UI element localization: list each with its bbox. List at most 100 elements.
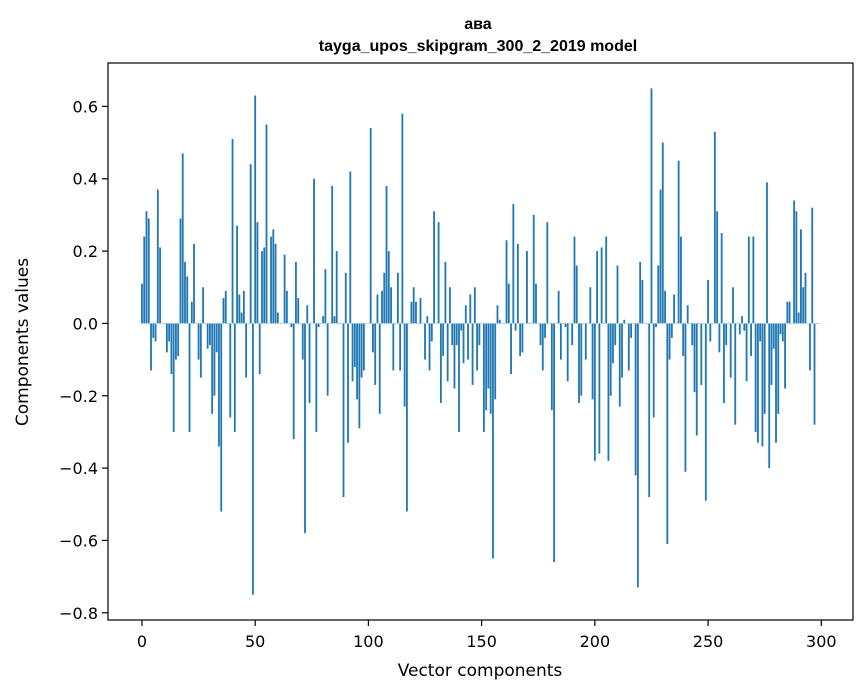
x-tick-label: 0: [137, 632, 147, 651]
bar-166: [516, 243, 519, 324]
bar-53: [261, 251, 263, 324]
bar-277: [768, 323, 771, 469]
bar-135: [446, 323, 449, 382]
bar-31: [211, 323, 214, 414]
bar-208: [612, 323, 614, 364]
x-tick-label: 150: [466, 632, 497, 651]
bar-281: [777, 323, 780, 414]
bar-237: [677, 160, 680, 324]
bar-91: [347, 323, 349, 443]
bar-156: [494, 323, 497, 400]
bar-49: [252, 323, 254, 595]
bar-232: [666, 323, 669, 545]
bar-162: [507, 283, 510, 324]
bar-134: [444, 261, 447, 324]
bar-125: [424, 323, 426, 360]
bar-264: [738, 323, 741, 335]
bar-57: [270, 236, 272, 324]
y-tick-label: −0.6: [59, 531, 98, 550]
bar-201: [596, 251, 599, 324]
bar-231: [664, 290, 666, 324]
bar-0: [141, 283, 143, 324]
bar-119: [410, 301, 413, 324]
x-tick-label: 250: [693, 632, 724, 651]
bar-106: [381, 290, 383, 324]
bar-129: [433, 211, 435, 324]
bar-268: [747, 236, 750, 324]
bar-153: [487, 323, 490, 389]
bar-185: [559, 323, 562, 360]
bar-213: [623, 319, 626, 324]
bar-233: [668, 323, 671, 360]
bar-3: [147, 218, 150, 324]
bar-72: [304, 323, 306, 534]
bar-27: [202, 287, 205, 324]
bar-136: [449, 287, 451, 324]
bar-292: [802, 287, 805, 324]
bar-147: [473, 287, 476, 324]
bar-215: [627, 323, 630, 371]
bar-11: [165, 323, 168, 353]
bar-199: [591, 323, 594, 400]
bar-258: [725, 323, 728, 346]
bar-174: [535, 283, 537, 324]
bar-137: [451, 323, 454, 346]
bar-113: [396, 272, 399, 324]
bar-196: [584, 323, 587, 360]
bar-181: [550, 323, 553, 411]
bar-256: [720, 232, 723, 324]
bar-81: [324, 269, 327, 324]
bar-117: [406, 323, 408, 512]
bar-262: [734, 323, 737, 425]
bar-36: [222, 298, 225, 324]
bar-177: [541, 323, 544, 371]
bar-218: [634, 323, 637, 476]
bar-270: [752, 236, 755, 324]
bar-73: [306, 305, 309, 324]
bar-102: [372, 323, 374, 353]
bar-276: [766, 182, 768, 324]
bar-110: [390, 287, 392, 324]
bar-1: [143, 236, 146, 324]
bar-297: [813, 323, 816, 425]
bar-68: [295, 261, 297, 324]
bar-58: [272, 229, 275, 324]
bar-158: [498, 319, 501, 324]
bar-229: [659, 189, 662, 324]
bar-67: [292, 323, 295, 440]
bar-22: [190, 301, 193, 324]
bar-139: [455, 323, 458, 346]
bar-161: [505, 240, 508, 324]
chart-subtitle: tayga_upos_skipgram_300_2_2019 model: [319, 38, 637, 55]
bar-265: [741, 316, 743, 324]
bar-293: [804, 272, 807, 324]
bar-155: [492, 323, 494, 559]
bar-120: [412, 287, 415, 324]
bar-41: [233, 323, 236, 432]
bar-239: [682, 323, 685, 356]
bar-235: [673, 294, 676, 324]
y-tick-label: 0.2: [73, 242, 98, 261]
bar-37: [224, 290, 227, 324]
bar-82: [326, 323, 329, 396]
bar-76: [313, 178, 315, 324]
bar-167: [519, 323, 522, 356]
bar-74: [308, 323, 311, 403]
bar-282: [779, 323, 782, 335]
bar-4: [150, 323, 152, 371]
bar-103: [374, 323, 377, 385]
y-axis-ticks: −0.8 −0.6 −0.4 −0.2 0.0 0.2 0.4 0.6: [59, 97, 108, 623]
bar-2: [145, 211, 148, 324]
bar-149: [478, 323, 481, 346]
bar-16: [177, 323, 180, 356]
bar-243: [691, 323, 694, 346]
bar-142: [462, 323, 465, 364]
bar-178: [544, 323, 546, 338]
bar-216: [630, 323, 632, 338]
bar-173: [532, 214, 535, 324]
chart-title: ава: [464, 16, 492, 33]
bar-209: [614, 323, 617, 346]
bar-26: [199, 323, 202, 378]
bar-283: [781, 323, 784, 342]
